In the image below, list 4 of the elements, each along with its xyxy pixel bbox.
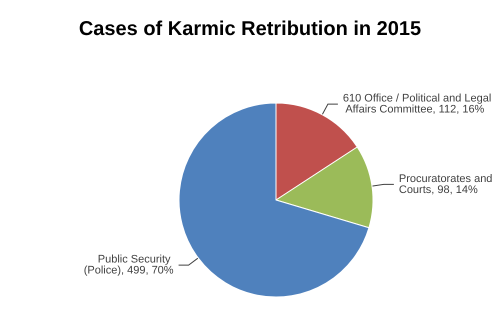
chart-title: Cases of Karmic Retribution in 2015: [78, 18, 422, 40]
slice-label: 610 Office / Political and Legal Affairs Committee, 112, 16%: [342, 92, 492, 116]
slice-label: Procuratorates and Courts, 98, 14%: [398, 172, 496, 196]
slice-label: Public Security (Police), 499, 70%: [84, 254, 174, 277]
